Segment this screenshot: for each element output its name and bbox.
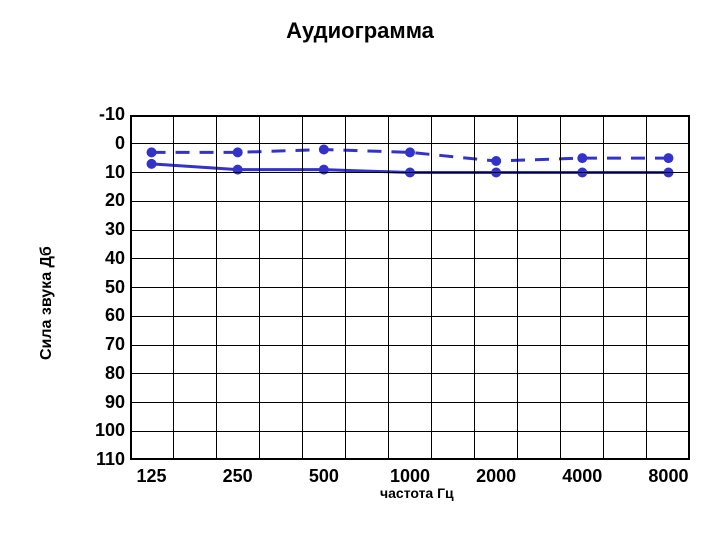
gridline-h bbox=[130, 373, 690, 374]
gridline-v bbox=[388, 115, 389, 460]
gridline-v bbox=[173, 115, 174, 460]
y-tick-label: 100 bbox=[75, 420, 125, 441]
gridline-v bbox=[345, 115, 346, 460]
x-tick-label: 4000 bbox=[542, 466, 622, 487]
gridline-h bbox=[130, 143, 690, 144]
gridline-h bbox=[130, 258, 690, 259]
gridline-v bbox=[646, 115, 647, 460]
gridline-v bbox=[302, 115, 303, 460]
x-tick-label: 8000 bbox=[628, 466, 708, 487]
gridline-v bbox=[216, 115, 217, 460]
gridline-h bbox=[130, 431, 690, 432]
x-tick-label: 250 bbox=[198, 466, 278, 487]
gridline-v bbox=[560, 115, 561, 460]
x-tick-label: 500 bbox=[284, 466, 364, 487]
y-axis-label: Сила звука Дб bbox=[38, 246, 56, 360]
x-tick-label: 125 bbox=[112, 466, 192, 487]
gridline-h bbox=[130, 402, 690, 403]
chart-title: Аудиограмма bbox=[0, 18, 720, 44]
y-tick-label: 60 bbox=[75, 305, 125, 326]
gridline-h bbox=[130, 287, 690, 288]
y-tick-label: 0 bbox=[75, 133, 125, 154]
x-axis-label: частота Гц bbox=[380, 485, 454, 501]
gridline-v bbox=[259, 115, 260, 460]
gridline-v bbox=[474, 115, 475, 460]
y-tick-label: 40 bbox=[75, 248, 125, 269]
gridline-h bbox=[130, 230, 690, 231]
gridline-v bbox=[517, 115, 518, 460]
gridline-h bbox=[130, 316, 690, 317]
y-tick-label: 80 bbox=[75, 363, 125, 384]
y-tick-label: 90 bbox=[75, 392, 125, 413]
y-tick-label: 10 bbox=[75, 162, 125, 183]
gridline-h bbox=[130, 345, 690, 346]
gridline-h bbox=[130, 172, 690, 173]
gridline-h bbox=[130, 201, 690, 202]
x-tick-label: 1000 bbox=[370, 466, 450, 487]
y-tick-label: 70 bbox=[75, 334, 125, 355]
y-tick-label: 50 bbox=[75, 277, 125, 298]
gridline-v bbox=[603, 115, 604, 460]
y-tick-label: 30 bbox=[75, 219, 125, 240]
gridline-v bbox=[431, 115, 432, 460]
x-tick-label: 2000 bbox=[456, 466, 536, 487]
y-tick-label: -10 bbox=[75, 104, 125, 125]
y-tick-label: 20 bbox=[75, 190, 125, 211]
